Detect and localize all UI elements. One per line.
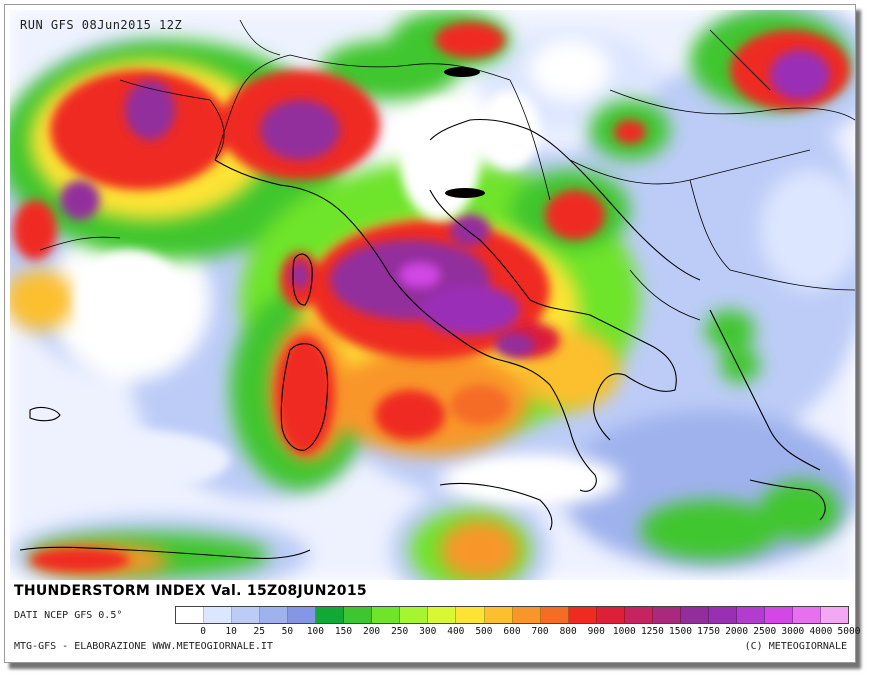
legend-tick-label: 500 xyxy=(475,626,493,637)
legend-tick-label: 700 xyxy=(531,626,549,637)
legend-swatch xyxy=(260,607,289,623)
legend-tick-label: 800 xyxy=(559,626,577,637)
legend-swatch xyxy=(400,607,429,623)
legend-tick-label: 1750 xyxy=(697,626,721,637)
legend-swatch xyxy=(316,607,345,623)
legend-swatch xyxy=(232,607,261,623)
legend-tick-label: 4000 xyxy=(809,626,833,637)
legend-swatch xyxy=(708,607,737,623)
legend-tick-label: 1500 xyxy=(669,626,692,637)
field-purple xyxy=(60,50,830,357)
legend-swatch xyxy=(764,607,794,623)
legend-swatch xyxy=(484,607,513,623)
legend-panel: THUNDERSTORM INDEX Val. 15Z08JUN2015 DAT… xyxy=(5,580,860,662)
legend-tick-label: 400 xyxy=(447,626,465,637)
data-source: DATI NCEP GFS 0.5° xyxy=(14,610,123,621)
thunderstorm-map: RUN GFS 08Jun2015 12Z xyxy=(10,10,855,580)
legend-tick-label: 25 xyxy=(253,626,265,637)
lakes xyxy=(444,67,485,198)
legend-tick-label: 600 xyxy=(503,626,521,637)
legend-swatch xyxy=(204,607,233,623)
legend-swatch xyxy=(176,607,205,623)
legend-tick-label: 2000 xyxy=(725,626,749,637)
legend-swatch xyxy=(736,607,765,623)
legend-swatch xyxy=(680,607,709,623)
legend-tick-label: 200 xyxy=(362,626,381,637)
legend-swatch xyxy=(821,607,849,623)
legend-title: THUNDERSTORM INDEX Val. 15Z08JUN2015 xyxy=(14,583,367,599)
legend-swatch xyxy=(652,607,681,623)
legend-swatch xyxy=(372,607,401,623)
legend-swatch xyxy=(540,607,569,623)
legend-tick-label: 100 xyxy=(306,626,324,637)
legend-swatch xyxy=(793,607,822,623)
legend-tick-label: 2500 xyxy=(753,626,777,637)
legend-tick-label: 10 xyxy=(225,626,237,637)
legend-tick-label: 0 xyxy=(200,626,206,637)
footer-credit: MTG-GFS - ELABORAZIONE WWW.METEOGIORNALE… xyxy=(14,641,273,652)
legend-swatch xyxy=(568,607,597,623)
legend-tick-label: 150 xyxy=(334,626,353,637)
footer-copyright: (C) METEOGIORNALE xyxy=(744,641,847,652)
legend-swatch xyxy=(596,607,625,623)
coastlines xyxy=(19,118,826,559)
color-scale-ticks: 0 10 25 50 100 150 200 250 300 400 500 600 700 800 900… xyxy=(175,626,860,638)
legend-swatch xyxy=(624,607,653,623)
run-label: RUN GFS 08Jun2015 12Z xyxy=(20,18,183,32)
legend-tick-label: 250 xyxy=(391,626,409,637)
legend-swatch xyxy=(288,607,317,623)
legend-tick-label: 300 xyxy=(419,626,437,637)
color-scale xyxy=(175,606,849,624)
legend-tick-label: 900 xyxy=(587,626,605,637)
legend-swatch xyxy=(344,607,373,623)
legend-tick-label: 1000 xyxy=(612,626,636,637)
field-clear xyxy=(50,90,600,498)
map-frame: RUN GFS 08Jun2015 12Z THUNDERSTORM INDEX… xyxy=(4,4,860,663)
legend-tick-label: 5000 xyxy=(837,626,861,637)
legend-tick-label: 3000 xyxy=(781,626,805,637)
legend-tick-label: 50 xyxy=(281,626,294,637)
borders xyxy=(39,19,855,321)
legend-swatch xyxy=(428,607,457,623)
legend-swatch xyxy=(512,607,541,623)
legend-swatch xyxy=(456,607,485,623)
legend-tick-label: 1250 xyxy=(640,626,664,637)
